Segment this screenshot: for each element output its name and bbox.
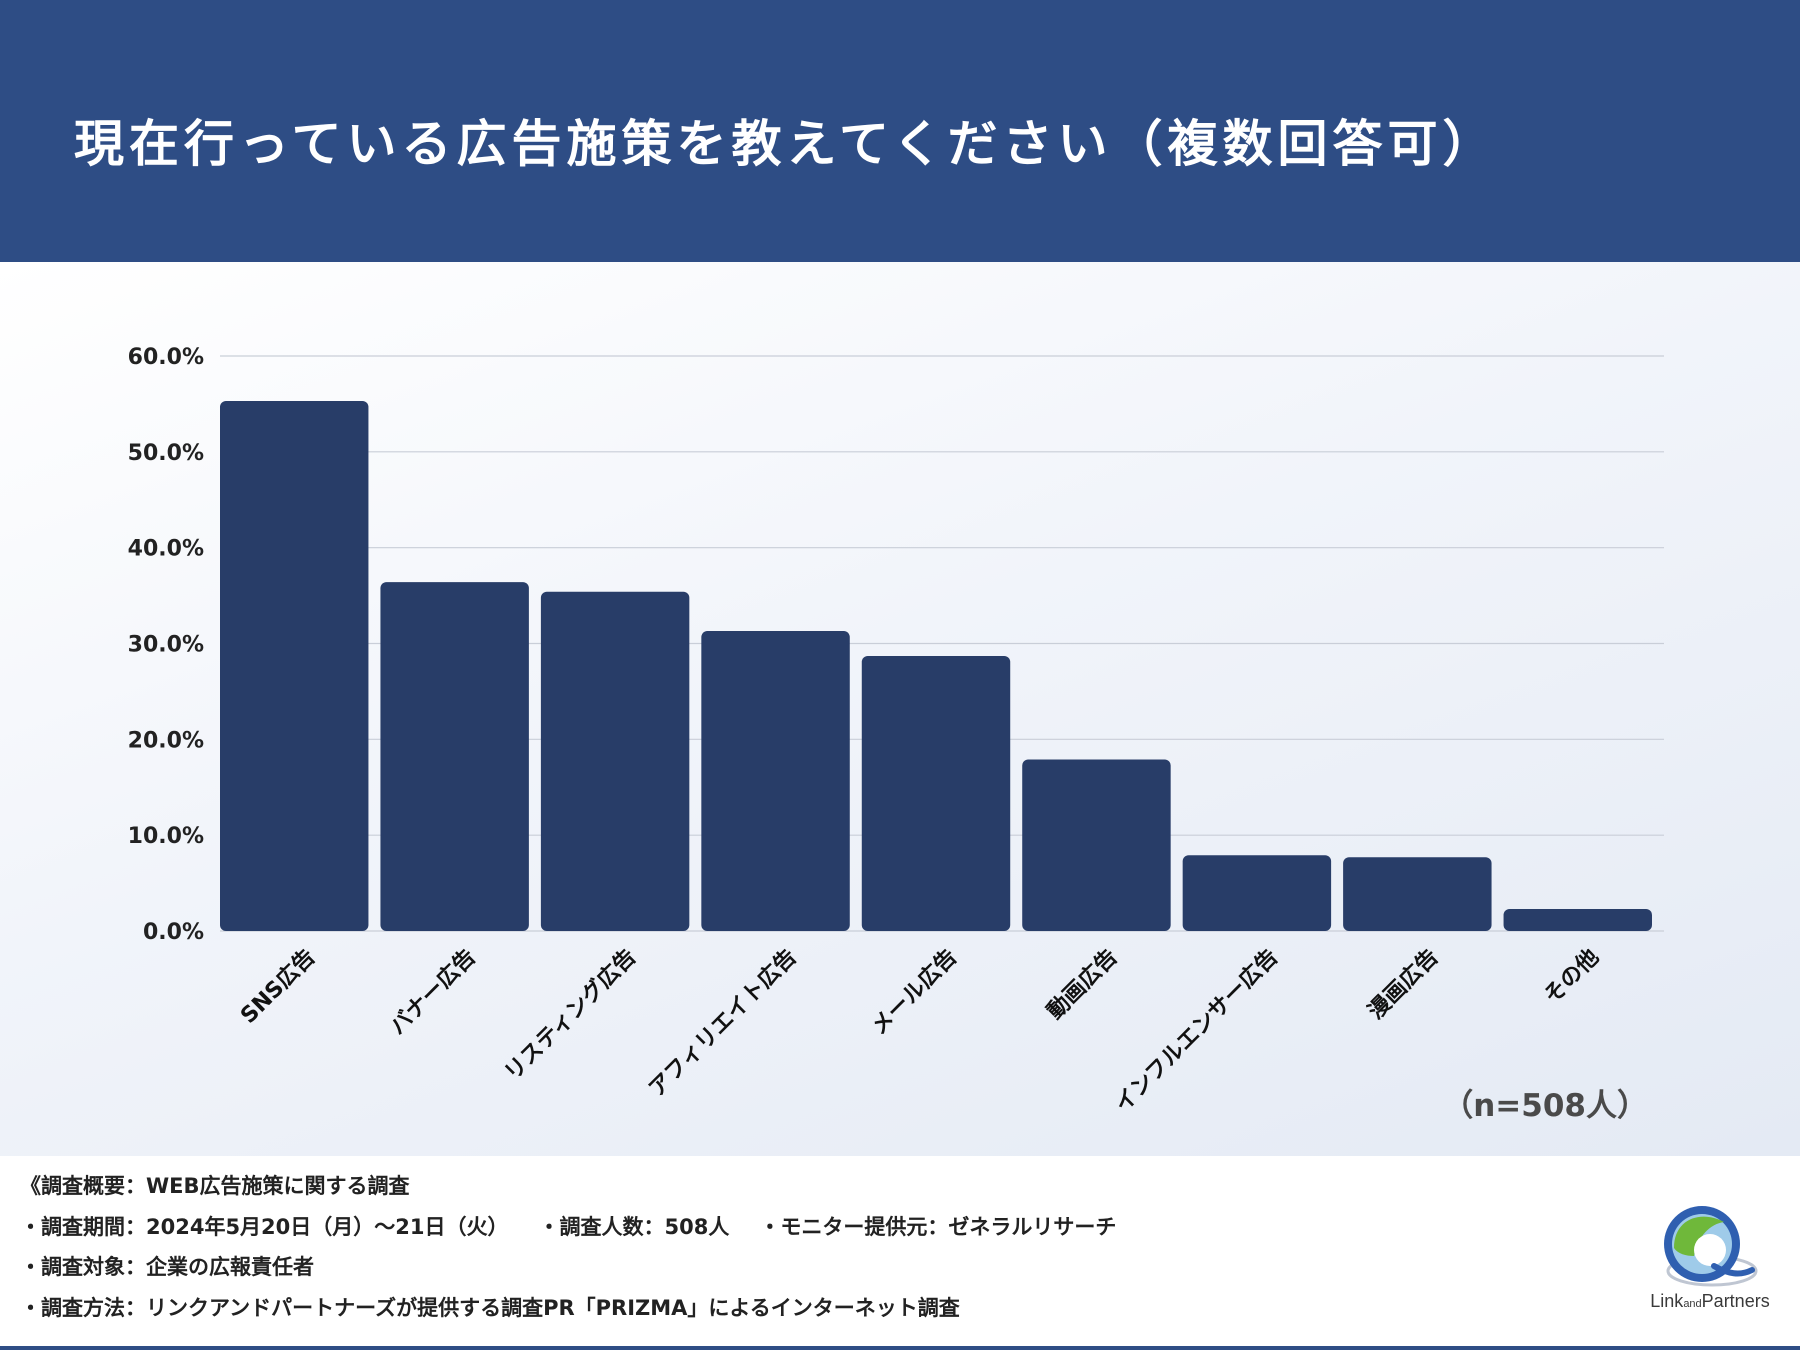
- sample-size-note: （n=508人）: [1442, 1088, 1648, 1124]
- logo-word-link: Link: [1650, 1291, 1684, 1311]
- survey-period: ・調査期間：2024年5月20日（月）〜21日（火）: [20, 1214, 509, 1239]
- header-banner: 現在行っている広告施策を教えてください（複数回答可）: [0, 0, 1800, 262]
- bottom-rule: [0, 1346, 1800, 1350]
- survey-heading: 《調査概要：WEB広告施策に関する調査: [20, 1174, 410, 1198]
- bar: [220, 401, 369, 932]
- bar: [861, 655, 1011, 931]
- y-tick-label: 60.0%: [128, 345, 204, 370]
- y-tick-label: 50.0%: [128, 441, 204, 466]
- x-category-label: メール広告: [866, 944, 962, 1040]
- x-axis-labels: SNS広告 バナー広告 リスティング広告 アフィリエイト広告 メール広告 動画広告インフル…: [236, 944, 1604, 1117]
- y-axis-ticks: 0.0% 10.0% 20.0% 30.0% 40.0% 50.0% 60.0%: [128, 345, 204, 945]
- survey-overview: 《調査概要：WEB広告施策に関する調査 ・調査期間：2024年5月20日（月）〜…: [20, 1170, 1116, 1332]
- bar: [1503, 908, 1652, 931]
- bar-chart: 0.0% 10.0% 20.0% 30.0% 40.0% 50.0% 60.0% SNS広告…: [128, 345, 1664, 1117]
- survey-target: ・調査対象：企業の広報責任者: [20, 1255, 314, 1279]
- y-tick-label: 40.0%: [128, 537, 204, 562]
- x-category-label: バナー広告: [385, 944, 481, 1040]
- logo-wordmark: LinkandPartners: [1640, 1291, 1780, 1312]
- survey-period-row: ・調査期間：2024年5月20日（月）〜21日（火） ・調査人数：508人 ・モニタ…: [20, 1211, 1116, 1252]
- y-tick-label: 10.0%: [128, 824, 204, 849]
- bar: [701, 631, 850, 931]
- bar: [1182, 855, 1332, 931]
- y-tick-label: 30.0%: [128, 633, 204, 658]
- bar: [540, 591, 690, 931]
- logo-word-and: and: [1683, 1298, 1702, 1310]
- bar: [1022, 759, 1171, 931]
- x-category-label: リスティング広告: [499, 944, 641, 1086]
- x-category-label: アフィリエイト広告: [644, 944, 802, 1102]
- x-category-label: 動画広告: [1042, 944, 1123, 1025]
- x-category-label: その他: [1540, 945, 1604, 1009]
- bar: [380, 582, 529, 931]
- bars: [220, 401, 1652, 932]
- x-category-label: 漫画広告: [1363, 944, 1444, 1025]
- x-category-label: インフルエンサー広告: [1110, 944, 1283, 1117]
- page-title: 現在行っている広告施策を教えてください（複数回答可）: [74, 115, 1498, 173]
- footer: [0, 1156, 1800, 1350]
- survey-count: ・調査人数：508人: [538, 1214, 730, 1239]
- bar: [1343, 857, 1492, 931]
- survey-provider: ・モニター提供元：ゼネラルリサーチ: [759, 1214, 1117, 1239]
- link-and-partners-logo-icon: [1664, 1206, 1758, 1287]
- logo-word-partners: Partners: [1701, 1291, 1770, 1311]
- x-category-label: SNS広告: [236, 944, 321, 1029]
- survey-method: ・調査方法：リンクアンドパートナーズが提供する調査PR「PRIZMA」によるイン…: [20, 1295, 960, 1320]
- y-tick-label: 0.0%: [143, 920, 204, 945]
- y-tick-label: 20.0%: [128, 728, 204, 753]
